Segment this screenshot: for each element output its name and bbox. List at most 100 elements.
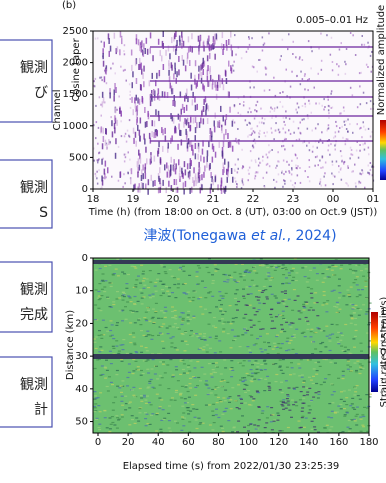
- heatmap-cell: [346, 426, 350, 428]
- heatmap-cell: [102, 334, 106, 336]
- heatmap-cell: [211, 143, 214, 150]
- heatmap-cell: [111, 175, 113, 178]
- heatmap-cell: [183, 121, 185, 128]
- heatmap-cell: [158, 115, 160, 122]
- heatmap-cell: [110, 116, 112, 119]
- heatmap-cell: [232, 69, 235, 72]
- heatmap-cell: [349, 157, 351, 160]
- heatmap-cell: [263, 427, 267, 429]
- heatmap-cell: [145, 146, 147, 153]
- heatmap-cell: [144, 318, 148, 321]
- heatmap-cell: [100, 103, 102, 106]
- heatmap-cell: [151, 72, 153, 79]
- heatmap-cell: [192, 117, 195, 124]
- heatmap-cell: [216, 120, 219, 127]
- heatmap-cell: [321, 281, 325, 283]
- heatmap-cell: [354, 415, 358, 417]
- heatmap-cell: [165, 187, 167, 194]
- heatmap-cell: [351, 307, 355, 309]
- heatmap-cell: [244, 332, 248, 334]
- heatmap-cell: [264, 67, 267, 70]
- heatmap-cell: [146, 395, 149, 397]
- heatmap-cell: [253, 131, 256, 134]
- heatmap-cell: [173, 420, 177, 422]
- heatmap-cell: [186, 52, 189, 59]
- heatmap-cell: [171, 115, 174, 122]
- heatmap-cell: [141, 372, 145, 375]
- heatmap-cell: [276, 352, 280, 354]
- heatmap-cell: [103, 286, 107, 288]
- heatmap-cell: [140, 175, 143, 181]
- heatmap-cell: [218, 291, 222, 293]
- heatmap-cell: [155, 430, 159, 432]
- heatmap-cell: [194, 96, 196, 103]
- heatmap-cell: [304, 102, 306, 105]
- heatmap-cell: [270, 327, 274, 330]
- heatmap-cell: [249, 86, 251, 89]
- heatmap-cell: [257, 320, 261, 323]
- heatmap-cell: [169, 399, 173, 401]
- heatmap-cell: [135, 34, 138, 41]
- heatmap-cell: [143, 317, 147, 319]
- heatmap-cell: [152, 387, 156, 389]
- heatmap-cell: [121, 349, 125, 351]
- heatmap-cell: [161, 55, 163, 62]
- heatmap-cell: [104, 173, 106, 180]
- heatmap-cell: [355, 284, 359, 286]
- heatmap-cell: [270, 106, 272, 109]
- heatmap-cell: [243, 379, 247, 381]
- heatmap-cell: [221, 427, 225, 429]
- heatmap-cell: [119, 108, 121, 114]
- heatmap-cell: [185, 104, 188, 111]
- heatmap-cell: [194, 153, 197, 160]
- heatmap-cell: [263, 122, 265, 125]
- heatmap-cell: [174, 168, 177, 175]
- heatmap-cell: [144, 399, 148, 401]
- heatmap-cell: [268, 89, 271, 91]
- heatmap-cell: [202, 349, 206, 351]
- heatmap-cell: [216, 84, 219, 91]
- heatmap-cell: [340, 167, 342, 170]
- heatmap-cell: [95, 121, 98, 124]
- heatmap-cell: [186, 323, 190, 325]
- heatmap-cell: [248, 121, 250, 124]
- heatmap-cell: [123, 44, 126, 47]
- heatmap-cell: [204, 297, 208, 299]
- heatmap-cell: [211, 176, 213, 183]
- heatmap-cell: [371, 174, 374, 177]
- heatmap-cell: [272, 267, 276, 269]
- heatmap-cell: [361, 414, 365, 416]
- heatmap-cell: [287, 387, 291, 389]
- heatmap-cell: [97, 299, 101, 301]
- heatmap-cell: [266, 156, 269, 159]
- heatmap-cell: [362, 91, 365, 94]
- heatmap-cell: [260, 351, 264, 353]
- heatmap-cell: [281, 328, 284, 330]
- heatmap-cell: [361, 424, 365, 426]
- heatmap-cell: [135, 111, 138, 118]
- heatmap-cell: [197, 348, 201, 350]
- heatmap-cell: [281, 38, 284, 41]
- heatmap-cell: [157, 147, 160, 154]
- heatmap-cell: [218, 120, 221, 127]
- heatmap-cell: [273, 345, 277, 347]
- heatmap-cell: [270, 127, 272, 130]
- heatmap-cell: [343, 160, 346, 163]
- heatmap-cell: [315, 301, 319, 304]
- heatmap-cell: [94, 289, 98, 291]
- heatmap-cell: [341, 159, 343, 162]
- heatmap-cell: [322, 291, 326, 293]
- heatmap-cell: [139, 42, 142, 49]
- heatmap-cell: [288, 33, 290, 36]
- heatmap-cell: [241, 415, 244, 417]
- heatmap-cell: [202, 106, 205, 112]
- heatmap-cell: [255, 171, 257, 174]
- heatmap-cell: [263, 369, 267, 371]
- heatmap-cell: [275, 166, 277, 169]
- heatmap-cell: [159, 280, 163, 282]
- heatmap-cell: [132, 336, 136, 338]
- heatmap-cell: [159, 361, 163, 363]
- heatmap-cell: [137, 97, 139, 104]
- heatmap-cell: [274, 363, 278, 365]
- heatmap-cell: [227, 161, 230, 168]
